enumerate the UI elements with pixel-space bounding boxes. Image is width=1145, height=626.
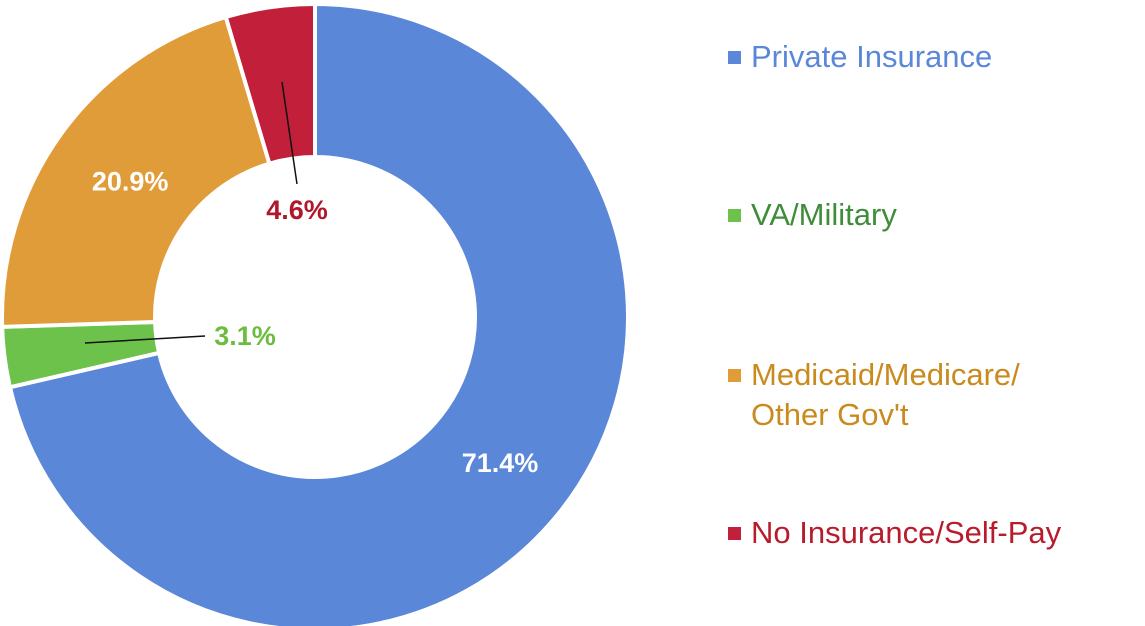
legend-item: Private Insurance <box>728 37 1121 77</box>
leader-line <box>281 81 298 185</box>
data-label: 20.9% <box>92 167 169 197</box>
data-label: 3.1% <box>214 321 276 351</box>
data-label: 71.4% <box>462 448 539 478</box>
legend-item: VA/Military <box>728 195 1121 235</box>
legend-item: Medicaid/Medicare/ Other Gov't <box>728 355 1091 435</box>
legend-swatch <box>728 51 741 64</box>
legend-label: Private Insurance <box>751 39 993 74</box>
legend-item: No Insurance/Self-Pay <box>728 513 1121 553</box>
legend-swatch <box>728 527 741 540</box>
legend-label: VA/Military <box>751 197 897 232</box>
slice <box>223 1 317 167</box>
legend-swatch <box>728 369 741 382</box>
legend-label: Medicaid/Medicare/ Other Gov't <box>751 357 1020 432</box>
leader-line <box>84 335 206 344</box>
slice <box>7 1 630 626</box>
legend-label: No Insurance/Self-Pay <box>751 515 1062 550</box>
donut: 71.4% 3.1% 20.9% 4.6% <box>0 1 630 626</box>
legend-swatch <box>728 209 741 222</box>
slice <box>0 14 272 329</box>
data-label: 4.6% <box>266 195 328 225</box>
